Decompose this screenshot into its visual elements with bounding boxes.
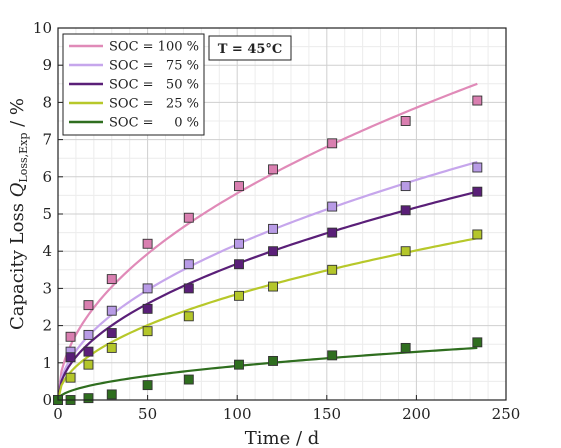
data-point-series-0: [83, 300, 94, 311]
fit-line-series-0: [56, 82, 478, 401]
data-point-series-4: [183, 374, 194, 385]
x-tick-label: 150: [312, 405, 341, 423]
data-point-series-2: [268, 246, 278, 257]
legend: SOC = 100 % SOC = 75 % SOC = 50 % SOC = 25 …: [62, 33, 205, 136]
data-point-series-3: [83, 359, 94, 370]
legend-label: SOC = 100 %: [109, 40, 199, 55]
data-point-series-2: [327, 227, 338, 238]
fit-line-series-2: [56, 190, 478, 401]
y-tick-label: 7: [42, 131, 52, 149]
data-point-series-2: [472, 186, 483, 197]
data-point-series-0: [268, 164, 278, 175]
data-point-series-3: [183, 311, 194, 322]
data-point-series-1: [142, 283, 153, 294]
y-axis-label-symbol: Q: [7, 182, 28, 197]
data-point-series-3: [106, 342, 117, 353]
data-point-series-3: [327, 264, 338, 275]
data-point-series-4: [83, 393, 94, 404]
data-point-series-0: [400, 116, 411, 126]
temperature-annotation: T = 45°C: [218, 42, 283, 57]
data-point-series-1: [268, 223, 278, 234]
data-point-series-0: [65, 331, 76, 342]
data-point-series-3: [65, 372, 76, 383]
data-point-series-3: [142, 326, 153, 337]
x-tick-label: 0: [53, 405, 63, 423]
x-tick-label: 100: [223, 405, 252, 423]
y-axis-label-subscript: Loss,Exp: [17, 133, 30, 183]
y-tick-label: 10: [33, 19, 52, 37]
legend-frame: [62, 33, 205, 136]
y-tick-labels: 0 1 2 3 4 5 6 7 8 9 10: [33, 19, 63, 409]
data-point-series-4: [106, 389, 117, 400]
data-point-series-2: [183, 283, 194, 294]
x-tick-label: 250: [492, 405, 521, 423]
x-tick-label: 50: [138, 405, 157, 423]
data-point-series-1: [83, 329, 94, 340]
data-point-series-1: [400, 181, 411, 192]
y-axis-label-main: Capacity Loss: [7, 197, 28, 330]
legend-label: SOC = 75 %: [109, 59, 199, 74]
data-point-series-2: [65, 352, 76, 363]
data-point-series-3: [234, 290, 244, 301]
data-point-series-4: [142, 380, 153, 391]
data-point-series-3: [472, 229, 483, 240]
data-point-series-1: [106, 305, 117, 316]
y-tick-label: 6: [42, 168, 52, 186]
data-point-series-2: [234, 259, 244, 270]
data-point-series-0: [327, 138, 338, 149]
annotation-frame: [208, 35, 292, 61]
x-tick-labels: 0 50 100 150 200 250: [53, 395, 520, 423]
y-tick-label: 9: [42, 56, 52, 74]
data-point-series-1: [472, 162, 483, 173]
data-point-series-3: [268, 281, 278, 292]
data-point-series-0: [106, 274, 117, 285]
data-point-series-1: [234, 238, 244, 249]
y-axis-label-unit: / %: [7, 98, 28, 133]
y-tick-label: 5: [42, 205, 52, 223]
data-point-series-0: [472, 95, 483, 106]
x-tick-label: 200: [402, 405, 431, 423]
data-point-series-3: [400, 246, 411, 257]
data-point-series-4: [268, 355, 278, 366]
y-tick-label: 2: [42, 317, 52, 335]
fit-line-series-4: [57, 346, 478, 401]
data-point-series-2: [400, 205, 411, 216]
data-markers: [53, 95, 483, 405]
data-point-series-1: [327, 201, 338, 212]
y-tick-label: 0: [42, 391, 52, 409]
data-point-series-0: [142, 238, 153, 249]
data-point-series-2: [83, 346, 94, 357]
data-point-series-0: [183, 212, 194, 223]
y-tick-label: 3: [42, 279, 52, 297]
legend-label: SOC = 25 %: [109, 97, 199, 112]
data-point-series-4: [327, 350, 338, 361]
y-tick-label: 4: [42, 242, 52, 260]
temperature-annotation-box: T = 45°C: [208, 35, 292, 61]
legend-label: SOC = 0 %: [109, 116, 199, 131]
data-point-series-4: [400, 342, 411, 353]
data-point-series-2: [142, 303, 153, 314]
data-point-series-4: [234, 359, 244, 370]
legend-label: SOC = 50 %: [109, 78, 199, 93]
data-point-series-4: [472, 337, 483, 348]
data-point-series-0: [234, 181, 244, 192]
data-point-series-1: [183, 259, 194, 270]
fit-line-series-1: [56, 160, 478, 401]
y-tick-label: 8: [42, 93, 52, 111]
x-axis-label: Time / d: [245, 428, 320, 448]
data-point-series-2: [106, 328, 117, 338]
y-axis-label: Capacity Loss QLoss,Exp / %: [7, 98, 30, 330]
y-tick-label: 1: [42, 354, 52, 372]
